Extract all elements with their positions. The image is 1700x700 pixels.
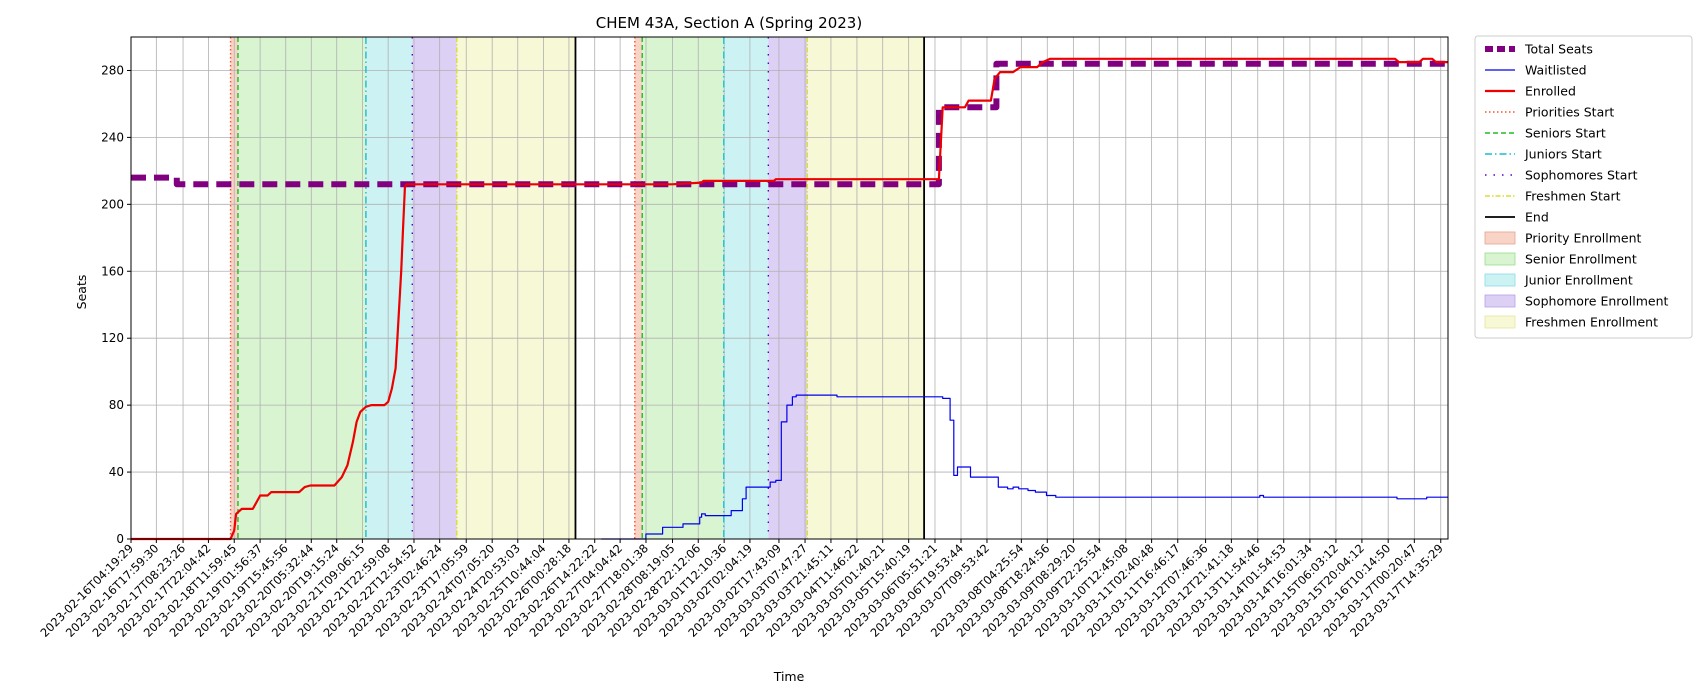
y-tick-label-1: 40 — [109, 465, 124, 479]
legend-swatch-12 — [1484, 294, 1516, 308]
chart-title: CHEM 43A, Section A (Spring 2023) — [596, 14, 862, 32]
legend-swatch-11 — [1484, 273, 1516, 287]
series-line-0 — [131, 60, 1448, 188]
y-tick-label-5: 200 — [101, 197, 124, 211]
legend-label-6: Sophomores Start — [1525, 168, 1638, 183]
series-lines — [131, 57, 1448, 541]
plot-frame — [130, 36, 1449, 540]
legend-swatch-13 — [1484, 315, 1516, 329]
region-1-0 — [237, 37, 366, 539]
legend: Total Seats Waitlisted Enrolled Priorities … — [1474, 35, 1693, 339]
phase-markers — [229, 37, 926, 539]
legend-label-9: Priority Enrollment — [1525, 231, 1642, 246]
y-tick-label-2: 80 — [109, 398, 124, 412]
region-3-0 — [412, 37, 457, 539]
series-line-2 — [131, 57, 1448, 541]
region-1-1 — [642, 37, 724, 539]
region-4-1 — [807, 37, 925, 539]
y-axis-ticks: 0 40 80 120 160 200 240 280 — [101, 63, 131, 546]
legend-label-11: Junior Enrollment — [1524, 273, 1633, 288]
legend-label-7: Freshmen Start — [1525, 189, 1621, 204]
legend-label-5: Juniors Start — [1524, 147, 1602, 162]
legend-label-0: Total Seats — [1524, 42, 1593, 57]
region-2-0 — [365, 37, 413, 539]
legend-label-10: Senior Enrollment — [1525, 252, 1637, 267]
y-tick-label-6: 240 — [101, 130, 124, 144]
legend-label-1: Waitlisted — [1525, 63, 1587, 78]
legend-label-3: Priorities Start — [1525, 105, 1614, 120]
y-tick-label-3: 120 — [101, 331, 124, 345]
legend-label-2: Enrolled — [1525, 84, 1576, 99]
y-axis-label: Seats — [74, 275, 89, 310]
series-line-1 — [601, 394, 1448, 540]
legend-swatch-10 — [1484, 252, 1516, 266]
enrollment-regions — [230, 37, 925, 539]
legend-label-4: Seniors Start — [1525, 126, 1606, 141]
y-tick-label-7: 280 — [101, 63, 124, 77]
legend-box — [1474, 35, 1693, 339]
y-tick-label-0: 0 — [116, 532, 124, 546]
region-4-0 — [456, 37, 576, 539]
region-3-1 — [768, 37, 808, 539]
legend-label-13: Freshmen Enrollment — [1525, 315, 1658, 330]
region-0-1 — [634, 37, 643, 539]
legend-swatch-9 — [1484, 231, 1516, 245]
legend-label-12: Sophomore Enrollment — [1525, 294, 1669, 309]
region-2-1 — [723, 37, 769, 539]
y-tick-label-4: 160 — [101, 264, 124, 278]
x-axis-label: Time — [773, 669, 805, 684]
legend-label-8: End — [1525, 210, 1549, 225]
